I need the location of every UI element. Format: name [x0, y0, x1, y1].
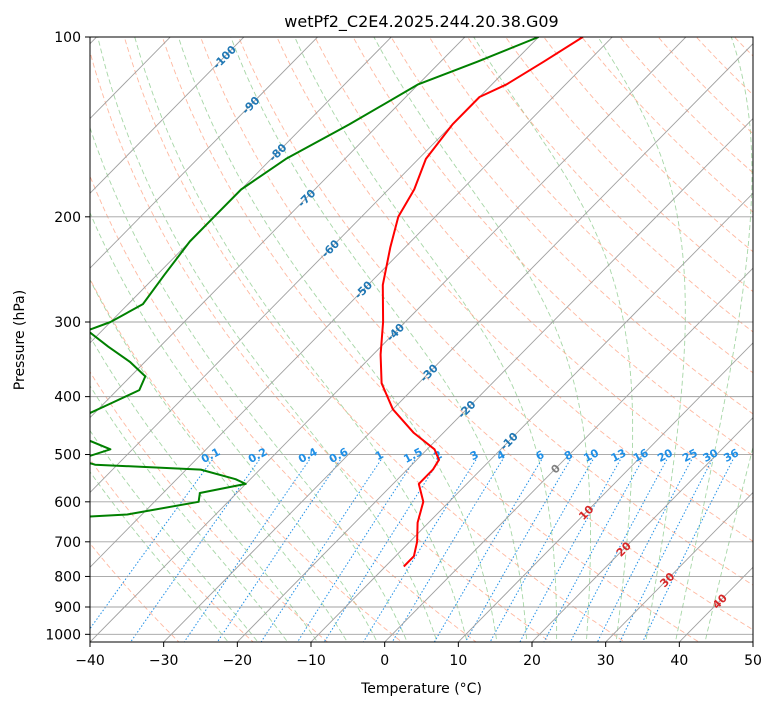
- chart-title: wetPf2_C2E4.2025.244.20.38.G09: [284, 12, 558, 32]
- moist-adiabat-line: [97, 37, 438, 642]
- isotherm-line: [163, 43, 753, 642]
- dry-adiabat-line: [90, 50, 552, 642]
- mixing-ratio-line: [519, 459, 621, 642]
- y-tick-label: 200: [54, 210, 81, 226]
- mixing-ratio-label: 30: [701, 446, 721, 465]
- moist-adiabat-line: [230, 37, 528, 642]
- isotherm-line: [90, 37, 392, 344]
- mixing-ratio-label: 10: [581, 446, 601, 465]
- dry-adiabat-line: [238, 37, 753, 586]
- mixing-ratio-label: 36: [721, 446, 741, 465]
- moist-adiabat-line: [373, 37, 591, 642]
- dry-adiabat-line: [90, 277, 403, 642]
- dry-adiabat-line: [90, 174, 477, 642]
- moist-adiabat-line: [473, 37, 634, 642]
- mixing-ratio-label: 25: [680, 446, 700, 465]
- moist-adiabat-line: [177, 37, 498, 642]
- dewpoint-profile-line: [90, 37, 539, 518]
- isotherm-line: [90, 37, 687, 642]
- dry-adiabat-line: [352, 37, 753, 457]
- y-tick-label: 1000: [45, 627, 81, 643]
- x-tick-label: −30: [149, 653, 179, 669]
- x-tick-label: −40: [75, 653, 105, 669]
- moist-adiabat-line: [90, 471, 229, 642]
- moist-adiabat-line: [90, 278, 348, 642]
- dry-adiabat-layer: [90, 37, 753, 642]
- moist-adiabat-line: [90, 126, 408, 642]
- x-tick-label: −20: [223, 653, 253, 669]
- mixing-ratio-line: [619, 459, 713, 642]
- temperature-profile-line: [379, 37, 584, 568]
- mixing-ratio-line: [216, 459, 341, 642]
- x-tick-label: −10: [296, 653, 326, 669]
- dry-adiabat-line: [314, 37, 753, 499]
- y-tick-label: 400: [54, 390, 81, 406]
- moist-adiabat-line: [90, 429, 259, 642]
- moist-adiabat-line: [674, 37, 753, 642]
- plot-frame: [89, 36, 754, 643]
- y-tick-label: 100: [54, 30, 81, 46]
- isotherm-line: [90, 37, 613, 568]
- x-tick-label: 0: [380, 653, 389, 669]
- dry-adiabat-line: [276, 37, 753, 542]
- mixing-ratio-line: [543, 459, 643, 642]
- dry-adiabat-line: [90, 370, 329, 642]
- dry-adiabat-line: [428, 37, 753, 374]
- x-tick-label: 40: [670, 653, 688, 669]
- dry-adiabat-line: [466, 37, 753, 333]
- x-tick-label: 10: [449, 653, 467, 669]
- y-tick-label: 900: [54, 600, 81, 616]
- isotherm-line: [236, 117, 753, 642]
- dry-adiabat-line: [90, 458, 254, 642]
- isotherm-line: [605, 491, 753, 642]
- dry-adiabat-line: [390, 37, 753, 415]
- isotherm-line: [531, 416, 753, 642]
- y-axis: 100 200 300 400 500 600 700 800 900 1000: [45, 30, 90, 643]
- dry-adiabat-line: [161, 37, 700, 642]
- isotherm-line: [90, 37, 245, 194]
- x-tick-label: 20: [523, 653, 541, 669]
- y-tick-label: 300: [54, 315, 81, 331]
- x-tick-label: 30: [597, 653, 615, 669]
- series-layer: [90, 37, 584, 568]
- y-tick-label: 800: [54, 569, 81, 585]
- y-tick-label: 700: [54, 535, 81, 551]
- x-axis-title: Temperature (°C): [360, 681, 482, 697]
- mixing-ratio-label: 20: [655, 446, 675, 465]
- mixing-ratio-line: [489, 459, 594, 642]
- mixing-ratio-line: [260, 459, 382, 642]
- isotherm-line: [90, 37, 319, 269]
- moist-adiabat-layer: [90, 37, 753, 642]
- x-tick-label: 50: [744, 653, 762, 669]
- moist-adiabat-line: [704, 445, 753, 642]
- moist-adiabat-line: [597, 37, 686, 642]
- mixing-ratio-line: [642, 459, 734, 642]
- isotherm-line: [90, 37, 466, 419]
- y-tick-label: 600: [54, 495, 81, 511]
- mixing-ratio-line: [183, 459, 310, 642]
- y-tick-label: 500: [54, 448, 81, 464]
- mixing-ratio-line: [569, 459, 668, 642]
- plot-area: -100-90-80-70-60-50-40-30-20-10010203040…: [90, 37, 753, 642]
- mixing-ratio-label: 13: [609, 446, 629, 465]
- pressure-grid-layer: [90, 37, 753, 635]
- mixing-ratio-line: [464, 459, 571, 642]
- isotherm-line: [384, 267, 753, 642]
- y-axis-title: Pressure (hPa): [12, 290, 28, 390]
- moist-adiabat-line: [134, 37, 468, 642]
- isotherm-line: [457, 342, 753, 642]
- isotherm-line: [310, 192, 753, 642]
- mixing-ratio-label: 16: [631, 446, 651, 465]
- x-axis: −40 −30 −20 −10 0 10 20 30 40 50: [75, 642, 762, 669]
- mixing-ratio-line: [129, 459, 260, 642]
